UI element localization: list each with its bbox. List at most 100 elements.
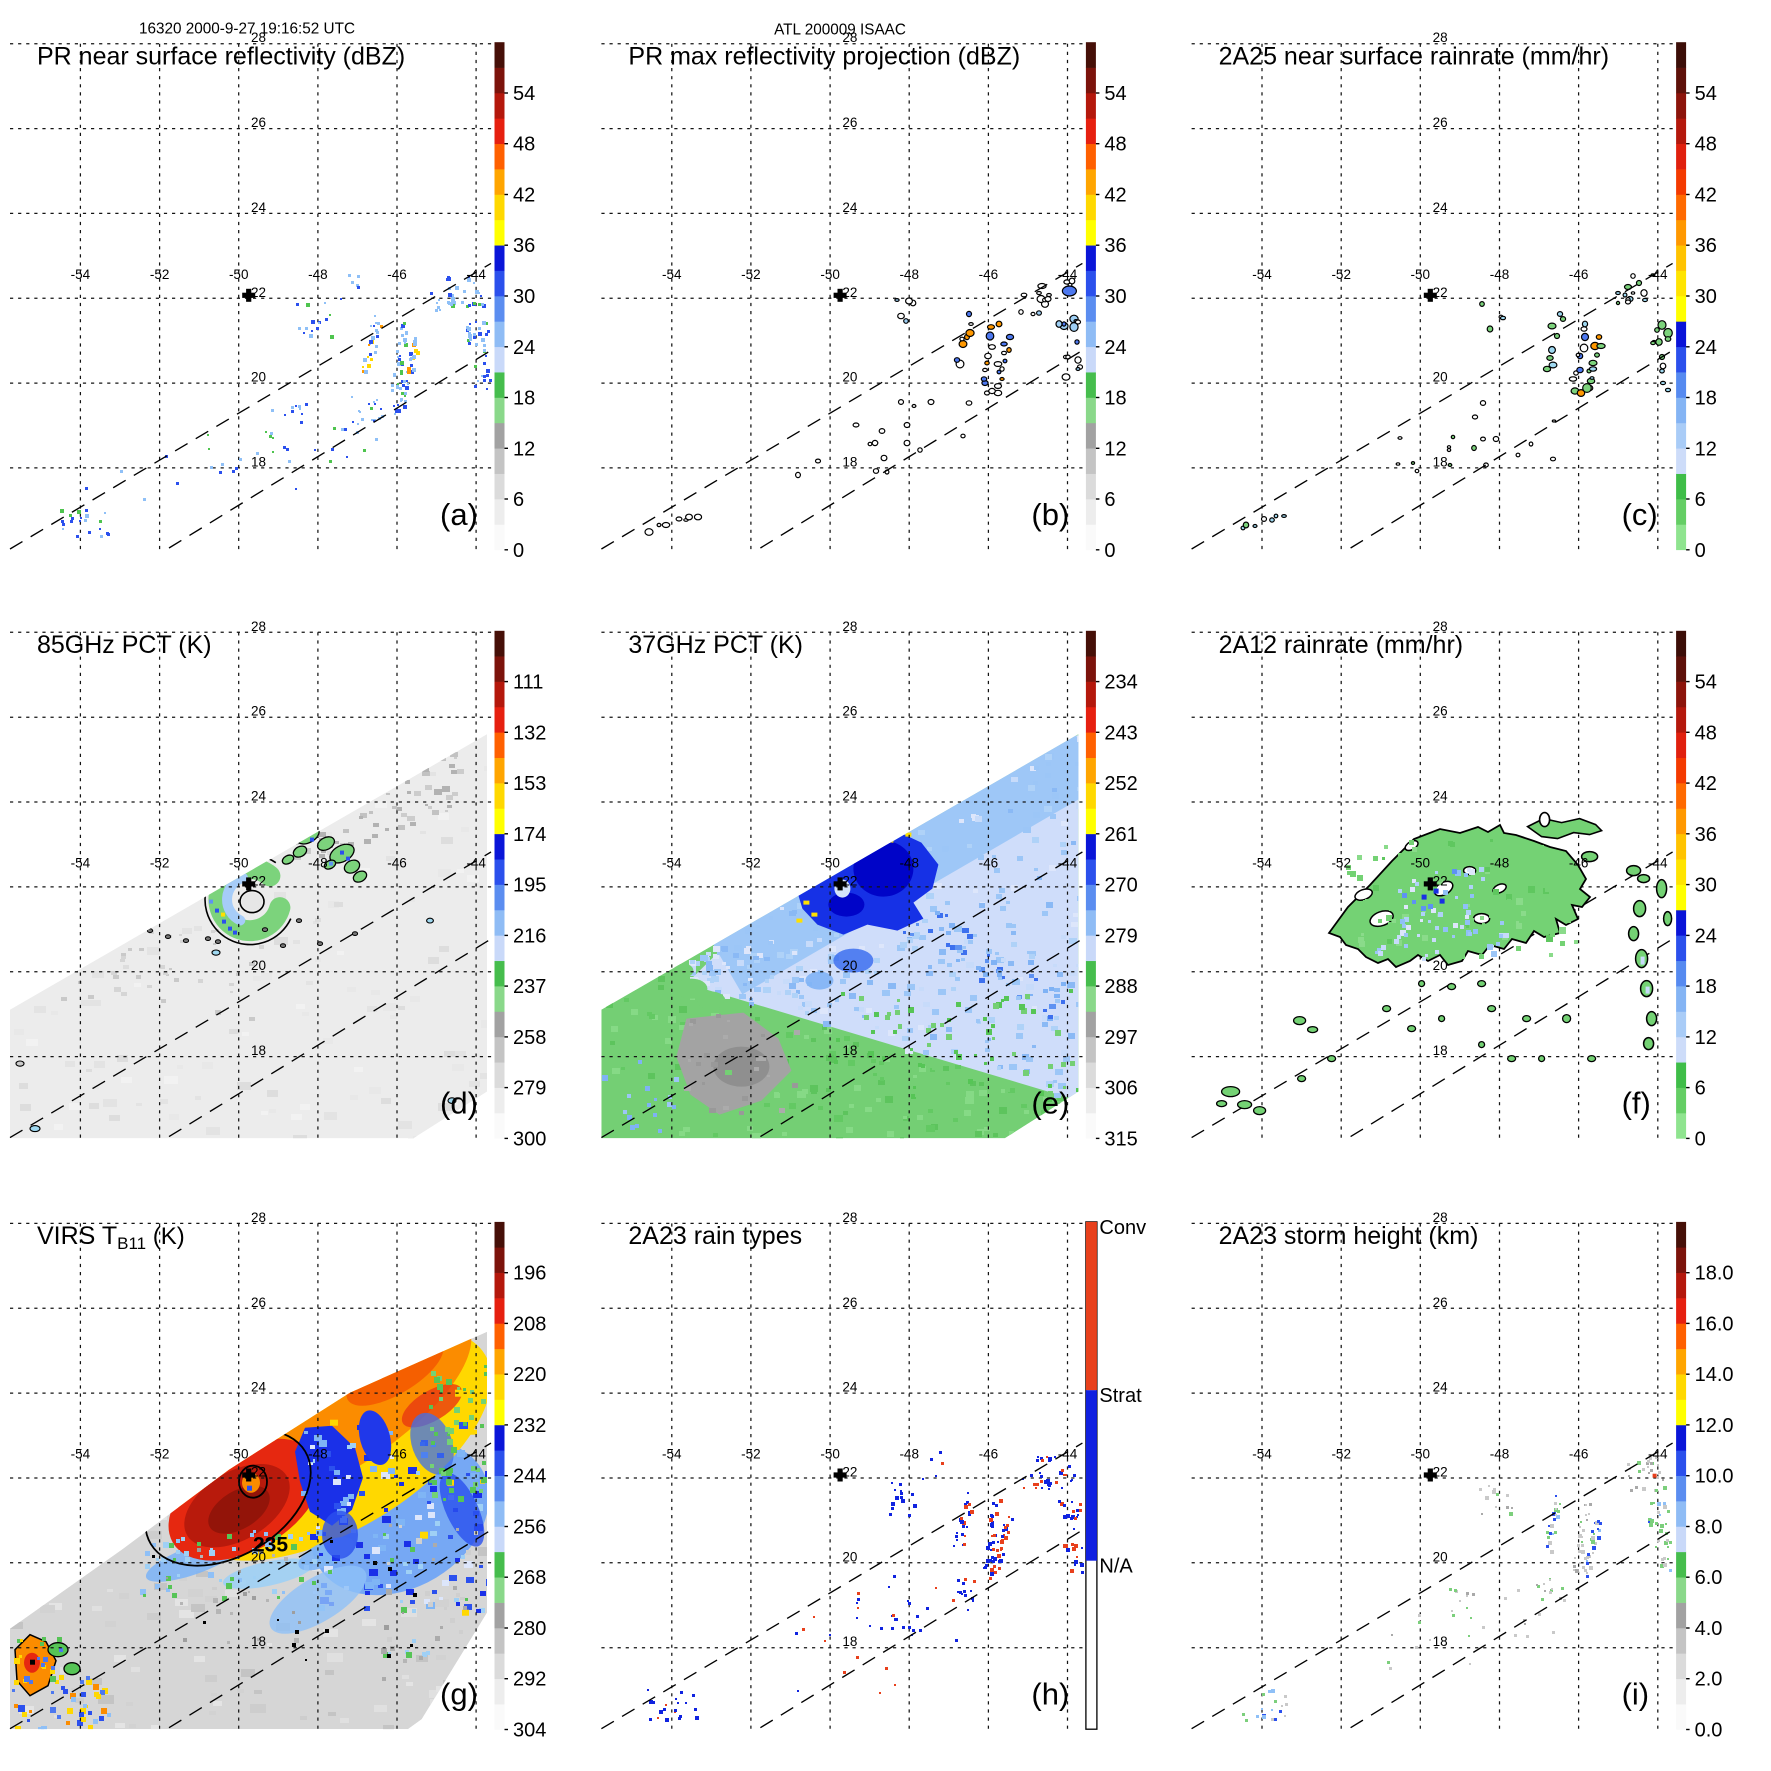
svg-text:24: 24 <box>842 789 858 804</box>
svg-text:2A12 rainrate (mm/hr): 2A12 rainrate (mm/hr) <box>1219 631 1464 659</box>
svg-text:18: 18 <box>1695 388 1717 410</box>
svg-text:30: 30 <box>1104 286 1126 308</box>
svg-text:-52: -52 <box>1331 267 1351 282</box>
svg-text:24: 24 <box>251 200 267 215</box>
svg-text:48: 48 <box>1695 722 1717 744</box>
svg-text:18: 18 <box>1695 976 1717 998</box>
svg-text:270: 270 <box>1104 875 1137 897</box>
svg-text:18: 18 <box>842 1043 857 1058</box>
svg-text:208: 208 <box>513 1313 546 1335</box>
svg-text:24: 24 <box>1433 789 1449 804</box>
svg-text:243: 243 <box>1104 722 1137 744</box>
svg-text:12: 12 <box>513 438 535 460</box>
svg-text:-50: -50 <box>820 856 840 871</box>
svg-text:18: 18 <box>1433 454 1448 469</box>
svg-text:-48: -48 <box>1490 267 1510 282</box>
svg-text:24: 24 <box>1433 1380 1449 1395</box>
svg-text:18: 18 <box>1433 1634 1448 1649</box>
svg-text:-50: -50 <box>1411 1447 1431 1462</box>
svg-text:48: 48 <box>1695 134 1717 156</box>
svg-text:304: 304 <box>513 1720 546 1742</box>
svg-text:26: 26 <box>251 115 266 130</box>
svg-text:-50: -50 <box>229 856 249 871</box>
svg-text:12: 12 <box>1695 438 1717 460</box>
svg-text:153: 153 <box>513 773 546 795</box>
svg-text:28: 28 <box>1433 30 1448 45</box>
svg-text:-44: -44 <box>1058 1447 1078 1462</box>
svg-text:12: 12 <box>1695 1027 1717 1049</box>
svg-text:-54: -54 <box>1252 1447 1272 1462</box>
svg-text:18: 18 <box>842 454 857 469</box>
svg-text:-52: -52 <box>150 856 170 871</box>
svg-text:20: 20 <box>251 1549 266 1564</box>
svg-text:24: 24 <box>251 789 267 804</box>
svg-text:16.0: 16.0 <box>1695 1313 1734 1335</box>
svg-text:PR max reflectivity projection: PR max reflectivity projection (dBZ) <box>628 43 1020 71</box>
svg-text:42: 42 <box>1695 185 1717 207</box>
svg-text:30: 30 <box>1695 875 1717 897</box>
svg-text:28: 28 <box>842 1210 857 1225</box>
svg-text:-52: -52 <box>150 267 170 282</box>
svg-text:36: 36 <box>1695 824 1717 846</box>
svg-text:280: 280 <box>513 1618 546 1640</box>
svg-text:20: 20 <box>1433 1549 1448 1564</box>
svg-text:(c): (c) <box>1622 497 1658 532</box>
svg-text:220: 220 <box>513 1364 546 1386</box>
svg-text:36: 36 <box>513 235 535 257</box>
svg-text:24: 24 <box>1695 925 1717 947</box>
svg-text:2A25 near surface rainrate (mm: 2A25 near surface rainrate (mm/hr) <box>1219 43 1609 71</box>
svg-text:258: 258 <box>513 1027 546 1049</box>
svg-text:N/A: N/A <box>1099 1556 1133 1578</box>
svg-text:-50: -50 <box>820 1447 840 1462</box>
svg-text:0: 0 <box>1695 540 1706 562</box>
svg-text:279: 279 <box>513 1078 546 1100</box>
svg-text:-54: -54 <box>71 1447 91 1462</box>
svg-text:-48: -48 <box>899 856 919 871</box>
svg-text:-46: -46 <box>387 856 407 871</box>
svg-text:-54: -54 <box>71 267 91 282</box>
svg-text:-50: -50 <box>229 267 249 282</box>
svg-text:ATL 200009 ISAAC: ATL 200009 ISAAC <box>774 22 906 39</box>
svg-text:24: 24 <box>513 337 535 359</box>
svg-text:-46: -46 <box>1569 1447 1589 1462</box>
svg-text:315: 315 <box>1104 1128 1137 1150</box>
svg-text:18: 18 <box>513 388 535 410</box>
svg-text:-50: -50 <box>1411 856 1431 871</box>
svg-text:85GHz PCT (K): 85GHz PCT (K) <box>37 631 212 659</box>
svg-text:14.0: 14.0 <box>1695 1364 1734 1386</box>
svg-text:-52: -52 <box>741 267 761 282</box>
svg-text:(i): (i) <box>1622 1677 1650 1712</box>
svg-text:0.0: 0.0 <box>1695 1720 1723 1742</box>
svg-text:237: 237 <box>513 976 546 998</box>
svg-text:Strat: Strat <box>1099 1385 1142 1407</box>
svg-text:18.0: 18.0 <box>1695 1263 1734 1285</box>
svg-text:26: 26 <box>251 1295 266 1310</box>
svg-text:28: 28 <box>842 30 857 45</box>
svg-text:2A23 rain types: 2A23 rain types <box>628 1222 802 1250</box>
svg-text:20: 20 <box>842 1549 857 1564</box>
svg-text:42: 42 <box>1104 185 1126 207</box>
svg-text:-46: -46 <box>1569 267 1589 282</box>
svg-text:(f): (f) <box>1622 1086 1651 1121</box>
svg-text:-44: -44 <box>466 856 486 871</box>
svg-text:37GHz PCT (K): 37GHz PCT (K) <box>628 631 803 659</box>
svg-text:-46: -46 <box>387 267 407 282</box>
svg-text:12: 12 <box>1104 438 1126 460</box>
svg-text:235: 235 <box>253 1534 288 1557</box>
svg-text:-50: -50 <box>820 267 840 282</box>
svg-text:Conv: Conv <box>1099 1217 1146 1239</box>
svg-text:30: 30 <box>513 286 535 308</box>
svg-text:(g): (g) <box>440 1677 478 1712</box>
svg-text:2A23 storm height (km): 2A23 storm height (km) <box>1219 1222 1479 1250</box>
svg-text:24: 24 <box>842 1380 858 1395</box>
svg-text:18: 18 <box>251 1043 266 1058</box>
svg-text:6: 6 <box>1695 489 1706 511</box>
svg-text:20: 20 <box>1433 370 1448 385</box>
svg-text:111: 111 <box>513 672 543 694</box>
svg-text:-44: -44 <box>466 1447 486 1462</box>
svg-text:-54: -54 <box>1252 267 1272 282</box>
svg-text:-50: -50 <box>229 1447 249 1462</box>
svg-text:-44: -44 <box>466 267 486 282</box>
svg-text:6: 6 <box>513 489 524 511</box>
svg-text:24: 24 <box>251 1380 267 1395</box>
